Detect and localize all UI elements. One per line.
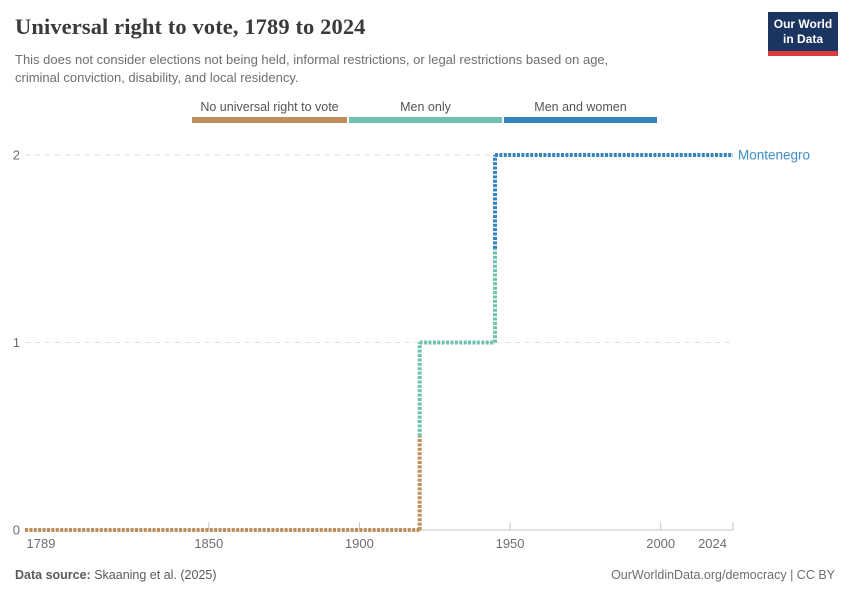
owid-logo[interactable]: Our World in Data <box>768 12 838 56</box>
license-link[interactable]: OurWorldinData.org/democracy | CC BY <box>611 568 835 582</box>
x-axis-tick-label: 2024 <box>698 536 727 551</box>
x-axis-tick-label: 1850 <box>194 536 223 551</box>
subtitle-line-1: This does not consider elections not bei… <box>15 52 609 67</box>
y-axis-tick-label: 2 <box>13 148 20 163</box>
logo-text-line-2: in Data <box>782 32 823 46</box>
x-axis-tick-label: 1900 <box>345 536 374 551</box>
x-axis-tick-label: 2000 <box>646 536 675 551</box>
legend-item-men-only[interactable]: Men only <box>349 100 502 123</box>
data-source-label: Data source: <box>15 568 91 582</box>
x-axis-tick-label: 1950 <box>496 536 525 551</box>
legend-swatch-blue <box>504 117 657 123</box>
y-axis-tick-label: 1 <box>13 335 20 350</box>
page-title: Universal right to vote, 1789 to 2024 <box>15 14 366 39</box>
logo-text-line-1: Our World <box>773 17 833 31</box>
data-source-value: Skaaning et al. (2025) <box>90 568 217 582</box>
legend-item-men-and-women[interactable]: Men and women <box>504 100 657 123</box>
legend-label: No universal right to vote <box>200 100 339 114</box>
y-axis-tick-label: 0 <box>13 523 20 538</box>
legend-item-no-universal-right[interactable]: No universal right to vote <box>192 100 347 123</box>
step-line-chart[interactable]: 0 1 2 1789 1850 1900 1950 2000 2024 Montenegro <box>0 130 850 566</box>
legend-label: Men and women <box>534 100 627 114</box>
legend-swatch-brown <box>192 117 347 123</box>
entity-label-montenegro[interactable]: Montenegro <box>738 148 810 163</box>
legend: No universal right to vote Men only Men … <box>192 100 657 123</box>
legend-label: Men only <box>400 100 451 114</box>
chart-subtitle: This does not consider elections not bei… <box>15 51 725 86</box>
subtitle-line-2: criminal conviction, disability, and loc… <box>15 69 299 85</box>
data-source: Data source: Skaaning et al. (2025) <box>15 568 217 582</box>
chart-footer: Data source: Skaaning et al. (2025) OurW… <box>15 568 835 582</box>
legend-swatch-teal <box>349 117 502 123</box>
x-axis-tick-label: 1789 <box>27 536 56 551</box>
